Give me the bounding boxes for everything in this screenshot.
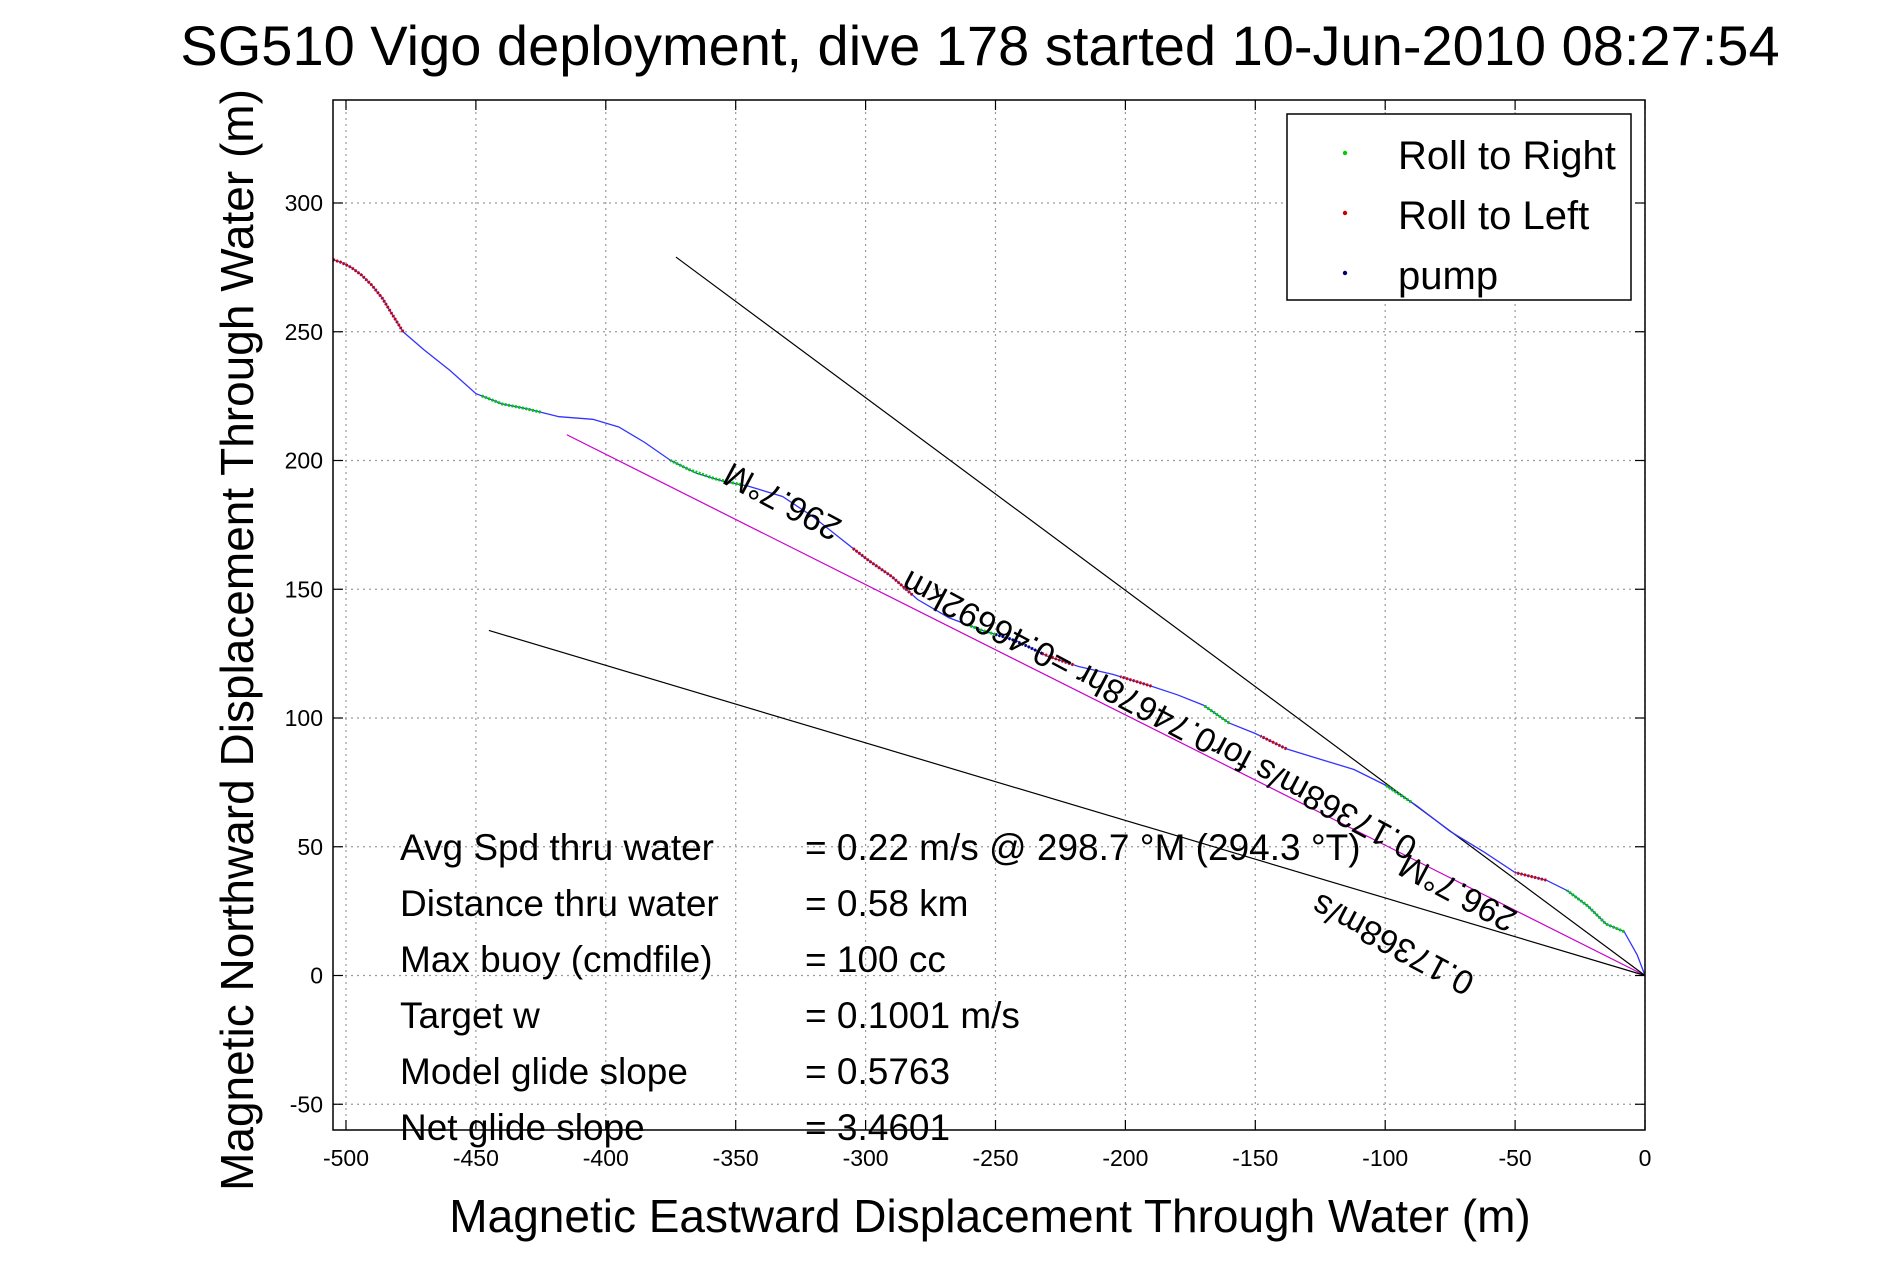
stat-value: = 0.22 m/s @ 298.7 °M (294.3 °T) xyxy=(805,827,1361,868)
roll-right-segment xyxy=(670,459,742,487)
track-line xyxy=(332,258,1646,976)
legend-marker xyxy=(1342,150,1348,156)
magenta-heading-line xyxy=(566,434,1646,977)
stat-label: Net glide slope xyxy=(400,1107,645,1148)
pump-segment xyxy=(995,632,1043,655)
legend-label: Roll to Left xyxy=(1398,194,1589,238)
roll-right-segment xyxy=(1384,783,1413,804)
roll-right-segment xyxy=(1566,889,1625,934)
roll-left-segment xyxy=(851,546,914,597)
x-tick-label: -200 xyxy=(1102,1145,1148,1171)
roll-left-segment xyxy=(332,258,405,333)
stat-label: Max buoy (cmdfile) xyxy=(400,939,713,980)
legend-box xyxy=(1286,113,1632,301)
stat-label: Avg Spd thru water xyxy=(400,827,714,868)
stat-value: = 0.58 km xyxy=(805,883,969,924)
x-tick-label: 0 xyxy=(1639,1145,1652,1171)
legend-marker xyxy=(1342,270,1348,276)
y-tick-label: 300 xyxy=(285,190,323,216)
black-lower-line xyxy=(488,629,1646,977)
track-layer xyxy=(332,258,1646,976)
legend-label: pump xyxy=(1398,254,1498,298)
legend-marker xyxy=(1342,210,1348,216)
y-tick-label: 200 xyxy=(285,448,323,474)
legend: Roll to Right Roll to Left pump xyxy=(1286,113,1632,301)
chart-title: SG510 Vigo deployment, dive 178 started … xyxy=(180,14,1779,77)
stat-label: Distance thru water xyxy=(400,883,719,924)
x-tick-label: -350 xyxy=(713,1145,759,1171)
legend-items: Roll to Right Roll to Left pump xyxy=(1342,134,1616,298)
x-tick-label: -450 xyxy=(453,1145,499,1171)
stats-block: Avg Spd thru water = 0.22 m/s @ 298.7 °M … xyxy=(400,827,1361,1148)
x-tick-label: -500 xyxy=(323,1145,369,1171)
stat-value: = 3.4601 xyxy=(805,1107,950,1148)
y-tick-label: 50 xyxy=(297,834,323,860)
stat-label: Model glide slope xyxy=(400,1051,688,1092)
y-tick-label: 150 xyxy=(285,576,323,602)
x-tick-label: -50 xyxy=(1498,1145,1531,1171)
stat-value: = 0.5763 xyxy=(805,1051,950,1092)
y-tick-label: -50 xyxy=(290,1091,323,1117)
stat-label: Target w xyxy=(400,995,540,1036)
plot-frame xyxy=(332,99,1646,1131)
x-tick-label: -250 xyxy=(972,1145,1018,1171)
roll-right-segment xyxy=(968,624,996,636)
x-tick-label: -300 xyxy=(843,1145,889,1171)
roll-right-segment xyxy=(480,394,542,414)
stat-value: = 100 cc xyxy=(805,939,946,980)
roll-right-segment xyxy=(1202,703,1231,725)
roll-left-segment xyxy=(1514,871,1547,882)
roll-left-segment xyxy=(1041,652,1074,667)
x-axis-label: Magnetic Eastward Displacement Through W… xyxy=(449,1190,1530,1242)
legend-label: Roll to Right xyxy=(1398,134,1616,178)
x-tick-label: -100 xyxy=(1362,1145,1408,1171)
black-upper-line xyxy=(675,256,1646,976)
y-tick-label: 100 xyxy=(285,705,323,731)
y-axis-label: Magnetic Northward Displacement Through … xyxy=(211,89,263,1191)
reference-lines xyxy=(488,256,1646,977)
x-tick-label: -400 xyxy=(583,1145,629,1171)
roll-left-segment xyxy=(1259,734,1288,751)
y-tick-label: 250 xyxy=(285,319,323,345)
axis-layer: -500 -450 -400 -350 -300 -250 -200 -150 -100 -50 0… xyxy=(285,100,1652,1171)
y-tick-label: 0 xyxy=(310,963,323,989)
roll-left-segment xyxy=(1119,675,1152,688)
x-tick-label: -150 xyxy=(1232,1145,1278,1171)
stat-value: = 0.1001 m/s xyxy=(805,995,1020,1036)
